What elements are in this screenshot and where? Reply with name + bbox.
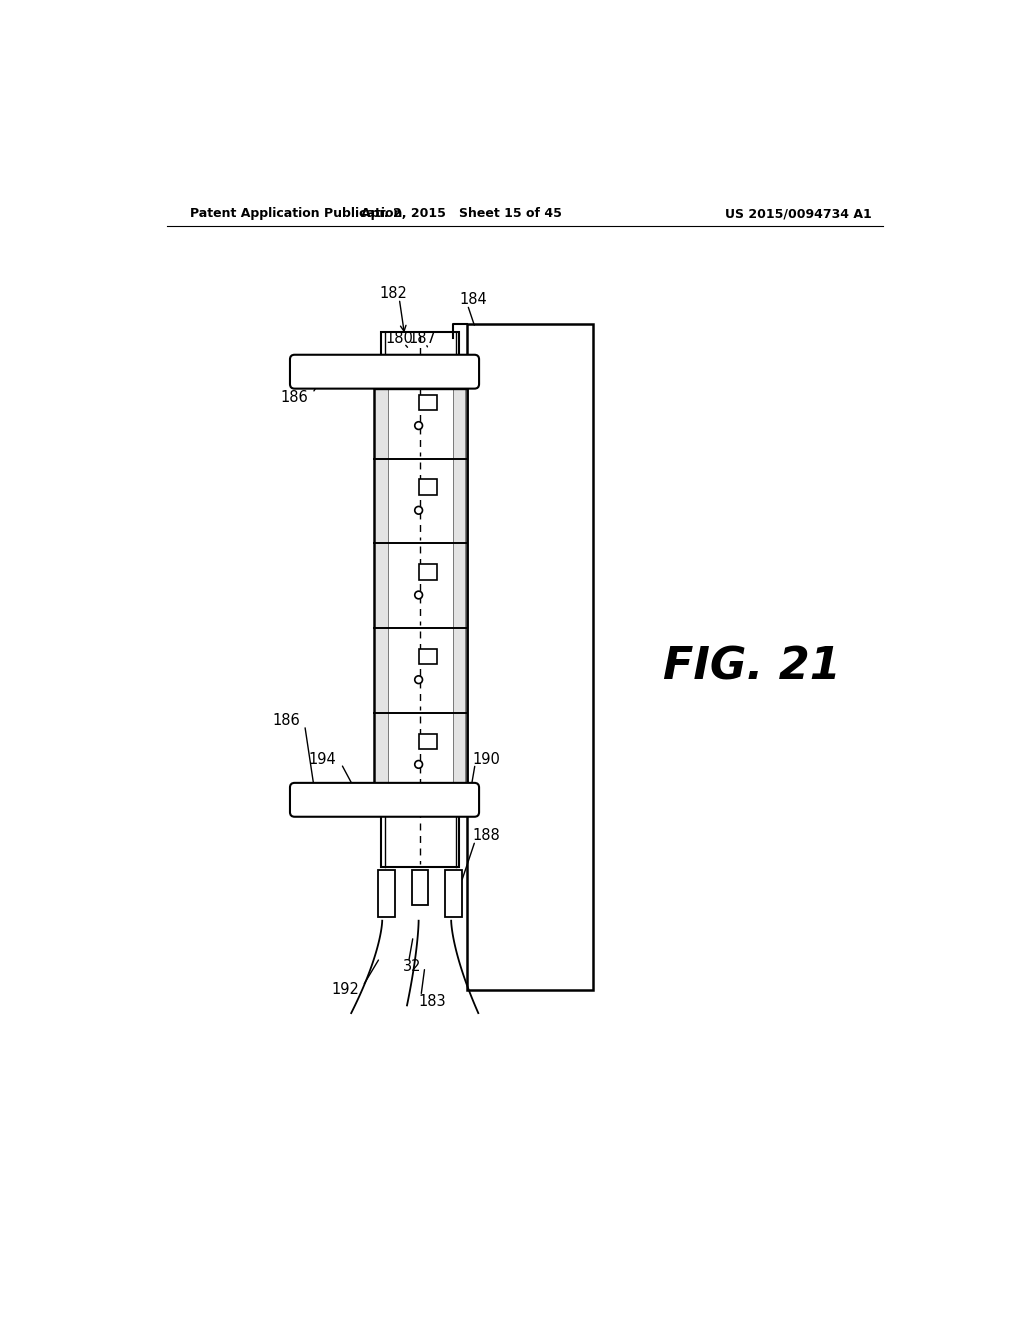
- Bar: [378, 870, 395, 917]
- Text: 183: 183: [419, 994, 446, 1008]
- FancyBboxPatch shape: [290, 355, 479, 388]
- Text: 180: 180: [385, 331, 414, 346]
- Text: 184: 184: [460, 292, 487, 306]
- Bar: [413, 870, 428, 906]
- Text: 186: 186: [280, 389, 308, 405]
- Bar: [453, 374, 465, 797]
- Text: FIG. 21: FIG. 21: [663, 645, 841, 688]
- Bar: [375, 374, 388, 797]
- Circle shape: [415, 676, 423, 684]
- Bar: [419, 649, 437, 664]
- Bar: [419, 564, 437, 579]
- Text: Patent Application Publication: Patent Application Publication: [190, 207, 402, 220]
- Bar: [419, 479, 437, 495]
- Text: 32: 32: [403, 960, 422, 974]
- Text: 194: 194: [308, 751, 336, 767]
- Circle shape: [415, 422, 423, 429]
- Bar: [381, 331, 459, 374]
- Text: 190: 190: [473, 751, 501, 767]
- Bar: [467, 323, 593, 990]
- Bar: [445, 870, 462, 917]
- Bar: [374, 374, 467, 797]
- Text: 188: 188: [473, 829, 501, 843]
- Circle shape: [415, 591, 423, 599]
- Text: 186: 186: [272, 713, 300, 729]
- Text: 192: 192: [331, 982, 359, 998]
- Text: 182: 182: [380, 285, 408, 301]
- Circle shape: [415, 507, 423, 515]
- FancyBboxPatch shape: [290, 783, 479, 817]
- Text: 187: 187: [409, 331, 436, 346]
- Text: Apr. 2, 2015   Sheet 15 of 45: Apr. 2, 2015 Sheet 15 of 45: [360, 207, 562, 220]
- Bar: [381, 797, 459, 867]
- Text: US 2015/0094734 A1: US 2015/0094734 A1: [725, 207, 872, 220]
- Bar: [419, 395, 437, 411]
- Bar: [419, 734, 437, 748]
- Circle shape: [415, 760, 423, 768]
